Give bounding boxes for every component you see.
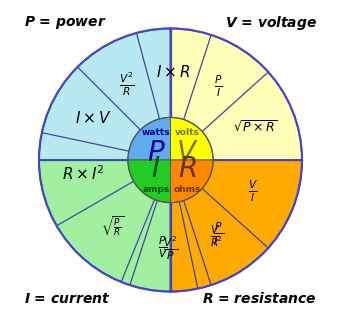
Text: $\frac{P}{I}$: $\frac{P}{I}$ [214,73,223,99]
Text: $\sqrt{\frac{P}{R}}$: $\sqrt{\frac{P}{R}}$ [101,215,124,238]
Text: $\mathit{R}$: $\mathit{R}$ [178,155,197,183]
Text: $\frac{P}{V}$: $\frac{P}{V}$ [158,235,168,260]
Text: $\frac{P}{I^2}$: $\frac{P}{I^2}$ [213,220,224,248]
Wedge shape [39,28,170,160]
Text: $R \times I^2$: $R \times I^2$ [62,164,105,183]
Text: ohms: ohms [174,185,201,194]
Text: $\mathit{I}$: $\mathit{I}$ [151,155,161,183]
Text: $\sqrt{P \times R}$: $\sqrt{P \times R}$ [233,120,278,135]
Text: $\frac{V}{R}$: $\frac{V}{R}$ [210,223,220,249]
Text: watts: watts [142,128,170,137]
Text: $\mathit{P}$: $\mathit{P}$ [147,139,165,167]
Text: amps: amps [143,185,170,194]
Wedge shape [39,160,170,292]
Text: $\boldsymbol{P}$ = power: $\boldsymbol{P}$ = power [24,14,107,31]
Wedge shape [128,117,170,160]
Wedge shape [170,28,302,160]
Text: $\frac{V^2}{P}$: $\frac{V^2}{P}$ [163,234,178,262]
Text: $I \times V$: $I \times V$ [75,110,112,126]
Wedge shape [170,160,302,292]
Text: $\mathit{V}$: $\mathit{V}$ [176,139,199,167]
Wedge shape [128,160,170,203]
Text: $\frac{V^2}{R}$: $\frac{V^2}{R}$ [119,70,134,98]
Text: volts: volts [175,128,200,137]
Wedge shape [170,117,213,160]
Text: $\boldsymbol{V}$ = voltage: $\boldsymbol{V}$ = voltage [225,14,317,32]
Text: $I \times R$: $I \times R$ [155,64,190,80]
Text: $\boldsymbol{R}$ = resistance: $\boldsymbol{R}$ = resistance [202,291,317,306]
Wedge shape [170,160,213,203]
Text: $\frac{V}{I}$: $\frac{V}{I}$ [248,179,257,204]
Text: $\boldsymbol{I}$ = current: $\boldsymbol{I}$ = current [24,292,111,306]
